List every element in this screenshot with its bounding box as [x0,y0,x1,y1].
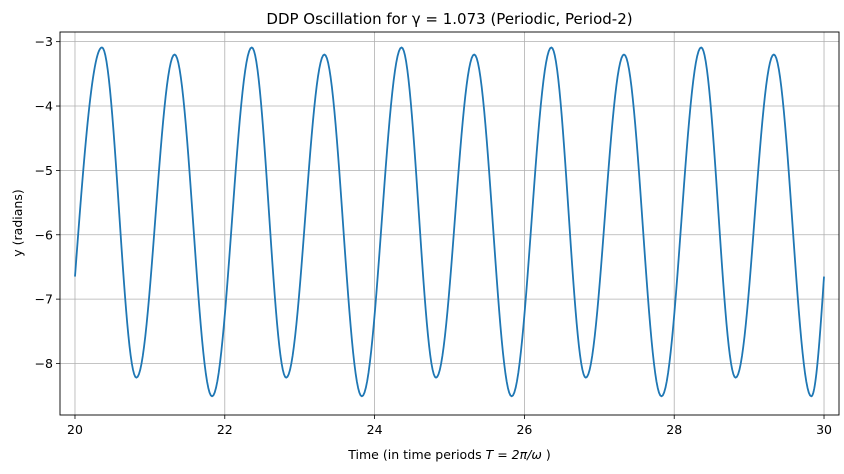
y-tick-label: −4 [35,99,53,114]
x-axis-label-suffix: ) [542,447,551,462]
y-axis: −8 −7 −6 −5 −4 −3 [35,34,60,371]
y-axis-label: y (radians) [10,189,25,256]
y-tick-label: −8 [35,356,53,371]
x-tick-label: 30 [816,422,832,437]
y-tick-label: −7 [35,292,53,307]
x-tick-label: 20 [67,422,83,437]
x-axis-label: Time (in time periods T = 2π/ω ) [347,447,550,462]
series-line [74,46,825,398]
y-tick-label: −6 [35,227,53,242]
chart-title: DDP Oscillation for γ = 1.073 (Periodic,… [266,10,632,28]
x-tick-label: 26 [516,422,532,437]
x-tick-label: 24 [367,422,383,437]
grid [60,32,839,415]
y-tick-label: −5 [35,163,53,178]
x-tick-label: 28 [666,422,682,437]
y-tick-label: −3 [35,34,53,49]
x-axis-label-prefix: Time (in time periods [347,447,485,462]
x-axis-label-math: T = 2π/ω [486,447,542,462]
plot-area [74,46,825,398]
x-tick-label: 22 [217,422,233,437]
x-axis: 20 22 24 26 28 30 [67,415,832,437]
axes-frame [59,31,840,416]
